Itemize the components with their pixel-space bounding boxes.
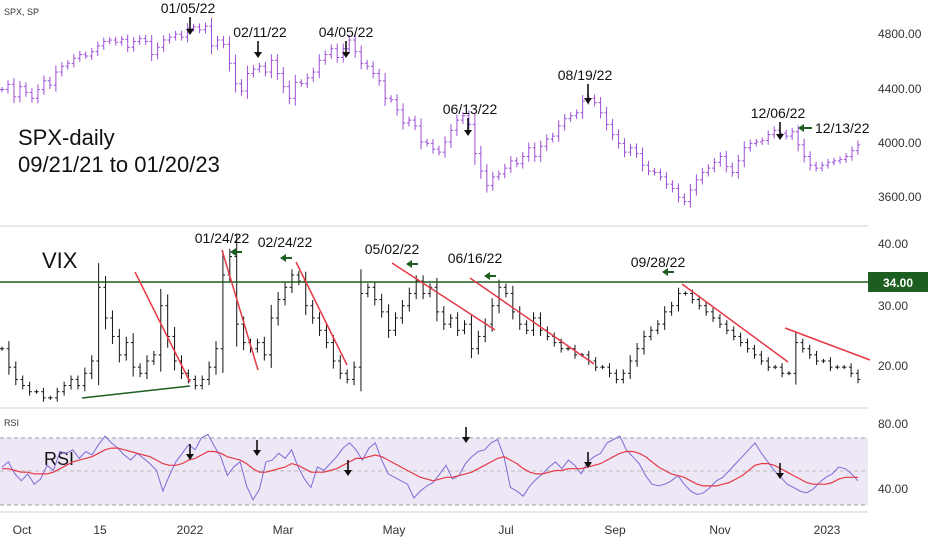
vix-annotation-date: 02/24/22	[258, 234, 313, 250]
vix-y-tick: 30.00	[878, 299, 908, 313]
x-tick: Jul	[498, 523, 513, 537]
vix-trendline	[221, 249, 259, 371]
spx-title-line-1: SPX-daily	[18, 125, 115, 150]
rsi-line	[1, 433, 859, 501]
vix-support-line	[81, 385, 191, 399]
vix-annotation-date: 06/16/22	[448, 250, 503, 266]
spx-y-tick: 3600.00	[878, 190, 922, 204]
spx-panel: SPX, SP SPX-daily 09/21/21 to 01/20/23 4…	[0, 7, 922, 227]
down-arrow-icon	[776, 134, 784, 140]
down-arrow-icon	[342, 52, 350, 58]
spx-y-tick: 4000.00	[878, 136, 922, 150]
left-arrow-icon	[662, 268, 668, 276]
rsi-y-tick: 40.00	[878, 482, 908, 496]
spx-arrows	[186, 17, 812, 140]
vix-trendline	[134, 271, 191, 383]
vix-trendline	[391, 262, 496, 331]
down-arrow-icon	[464, 130, 472, 136]
vix-annotations: 01/24/22 02/24/22 05/02/22 06/16/22 09/2…	[195, 230, 686, 270]
spx-annotation-date: 02/11/22	[233, 24, 287, 40]
spx-annotation-date: 08/19/22	[558, 67, 613, 83]
vix-reference-value: 34.00	[883, 276, 913, 290]
spx-annotation-date: 12/13/22	[815, 120, 870, 136]
rsi-arrows	[186, 427, 784, 479]
rsi-panel: RSI RSI 80.00 40.00	[0, 417, 908, 506]
vix-label: VIX	[42, 248, 78, 273]
x-tick: Mar	[273, 523, 294, 537]
spx-annotation-date: 01/05/22	[161, 0, 216, 16]
vix-y-tick: 20.00	[878, 359, 908, 373]
vix-annotation-date: 09/28/22	[631, 254, 686, 270]
down-arrow-icon	[186, 29, 194, 35]
spx-annotations: 01/05/22 02/11/22 04/05/22 06/13/22 08/1…	[161, 0, 870, 136]
x-tick: 2023	[814, 523, 841, 537]
left-arrow-icon	[280, 254, 286, 262]
x-axis: Oct 15 2022 Mar May Jul Sep Nov 2023	[0, 511, 868, 537]
vix-reference-badge	[868, 272, 928, 292]
x-tick: May	[383, 523, 406, 537]
down-arrow-icon	[584, 98, 592, 104]
vix-panel: VIX 40.00 30.00 20.00 34.00	[0, 234, 928, 409]
down-arrow-icon	[254, 52, 262, 58]
x-tick: 2022	[177, 523, 204, 537]
down-arrow-icon	[584, 462, 592, 468]
left-arrow-icon	[484, 272, 490, 280]
spx-annotation-date: 12/06/22	[751, 105, 806, 121]
left-arrow-icon	[230, 248, 236, 256]
vix-trendline	[295, 261, 348, 366]
vix-series	[0, 234, 861, 402]
spx-y-axis: 4800.00 4400.00 4000.00 3600.00	[878, 27, 922, 204]
vix-trendline	[681, 283, 789, 363]
rsi-y-tick: 80.00	[878, 417, 908, 431]
down-arrow-icon	[462, 437, 470, 443]
vix-y-axis: 40.00 30.00 20.00	[878, 237, 908, 373]
spx-annotation-date: 06/13/22	[443, 101, 498, 117]
spx-y-tick: 4800.00	[878, 27, 922, 41]
left-arrow-icon	[798, 124, 804, 132]
down-arrow-icon	[776, 473, 784, 479]
down-arrow-icon	[344, 470, 352, 476]
down-arrow-icon	[253, 450, 261, 456]
spx-symbol-tag: SPX, SP	[4, 7, 39, 17]
spx-annotation-date: 04/05/22	[319, 24, 374, 40]
vix-arrows	[230, 248, 674, 280]
vix-annotation-date: 05/02/22	[365, 241, 420, 257]
rsi-series	[1, 433, 859, 501]
vix-trendline	[784, 327, 871, 361]
rsi-panel-tag: RSI	[4, 418, 19, 428]
spx-title-line-2: 09/21/21 to 01/20/23	[18, 152, 220, 177]
x-tick: 15	[93, 523, 107, 537]
spx-series	[0, 17, 861, 208]
rsi-label: RSI	[44, 449, 74, 469]
x-tick: Sep	[604, 523, 626, 537]
x-tick: Oct	[13, 523, 32, 537]
x-tick: Nov	[709, 523, 730, 537]
rsi-signal-line	[2, 447, 858, 487]
vix-trendlines	[81, 249, 871, 399]
spx-y-tick: 4400.00	[878, 82, 922, 96]
vix-y-tick: 40.00	[878, 237, 908, 251]
rsi-y-axis: 80.00 40.00	[878, 417, 908, 496]
vix-trendline	[469, 277, 595, 365]
vix-annotation-date: 01/24/22	[195, 230, 250, 246]
down-arrow-icon	[186, 454, 194, 460]
left-arrow-icon	[406, 260, 412, 268]
